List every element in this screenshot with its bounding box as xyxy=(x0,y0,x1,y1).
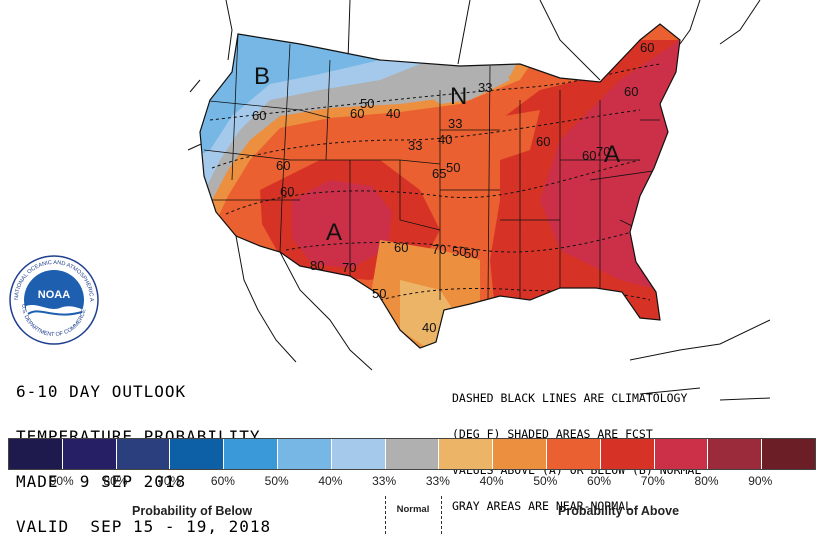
contour-label: 33 xyxy=(478,80,492,95)
above-caption: Probability of Above xyxy=(558,504,680,518)
legend-label: 33% xyxy=(372,474,397,488)
contour-label: 40 xyxy=(386,106,400,121)
contour-label: 50 xyxy=(360,96,374,111)
legend-label: 50% xyxy=(533,474,558,488)
legend-swatch xyxy=(62,439,117,469)
contour-label: 40 xyxy=(422,320,436,335)
contour-label: 33 xyxy=(408,138,422,153)
contour-label: 40 xyxy=(438,132,452,147)
legend-swatch xyxy=(331,439,386,469)
made-date: MADE 9 SEP 2018 xyxy=(16,472,187,491)
legend-divider xyxy=(441,496,442,534)
contour-label: 33 xyxy=(448,116,462,131)
contour-label: 60 xyxy=(640,40,654,55)
legend-swatch xyxy=(116,439,171,469)
legend-swatch xyxy=(277,439,332,469)
temperature-outlook-map: 60 60 60 60 50 40 33 50 33 40 50 60 40 7… xyxy=(187,0,771,401)
legend-label: 70% xyxy=(640,474,665,488)
legend-label: 70% xyxy=(157,474,182,488)
contour-label: 60 xyxy=(394,240,408,255)
climatology-contours xyxy=(209,63,661,301)
region-markers: B N A A xyxy=(254,63,620,246)
outlook-title-block: 6-10 DAY OUTLOOK TEMPERATURE PROBABILITY… xyxy=(16,354,271,549)
contour-labels: 60 60 60 60 50 40 33 50 33 40 50 60 40 7… xyxy=(252,40,654,335)
legend-swatch xyxy=(224,439,278,469)
legend-swatch xyxy=(385,439,440,469)
contour-label: 50 xyxy=(372,286,386,301)
contour-label: 65 xyxy=(432,166,446,181)
legend-swatch xyxy=(654,439,709,469)
legend-label: 60% xyxy=(587,474,612,488)
contour-label: 60 xyxy=(582,148,596,163)
above-marker: A xyxy=(604,141,620,168)
geography-outlines xyxy=(187,0,771,401)
legend-label: 80% xyxy=(694,474,719,488)
legend-label: 60% xyxy=(210,474,235,488)
legend-label: 90% xyxy=(748,474,773,488)
legend-label: 40% xyxy=(479,474,504,488)
above-marker: A xyxy=(326,219,342,246)
near-normal-marker: N xyxy=(450,83,467,110)
legend-swatch xyxy=(762,439,815,469)
legend-divider xyxy=(385,496,386,534)
contour-label: 70 xyxy=(596,144,610,159)
legend-label: 50% xyxy=(264,474,289,488)
note-line: GRAY AREAS ARE NEAR-NORMAL xyxy=(452,499,633,513)
valid-dates: VALID SEP 15 - 19, 2018 xyxy=(16,517,272,536)
below-caption: Probability of Below xyxy=(132,504,253,518)
note-line: DASHED BLACK LINES ARE CLIMATOLOGY xyxy=(452,391,688,405)
contour-label: 80 xyxy=(310,258,324,273)
contour-label: 50 xyxy=(464,246,478,261)
legend-label: 80% xyxy=(103,474,128,488)
contour-label: 50 xyxy=(452,244,466,259)
normal-caption: Normal xyxy=(396,504,430,515)
legend-label: 33% xyxy=(425,474,450,488)
contour-label: 60 xyxy=(624,84,638,99)
noaa-logo-name: NOAA xyxy=(38,289,70,301)
legend-swatch xyxy=(493,439,547,469)
legend-swatch xyxy=(170,439,225,469)
legend-label: 40% xyxy=(318,474,343,488)
contour-label: 70 xyxy=(342,260,356,275)
legend-swatch xyxy=(600,439,655,469)
legend-swatch xyxy=(708,439,763,469)
contour-label: 60 xyxy=(536,134,550,149)
legend-swatch xyxy=(439,439,494,469)
note-line: (DEG F) SHADED AREAS ARE FCST xyxy=(452,427,653,441)
legend-label: 90% xyxy=(49,474,74,488)
legend-labels: 90% 80% 70% 60% 50% 40% 33% 33% 40% 50% 60% 70% 80% 9… xyxy=(8,474,814,492)
contour-label: 70 xyxy=(432,242,446,257)
contour-label: 50 xyxy=(446,160,460,175)
legend-swatch xyxy=(546,439,601,469)
contour-label: 60 xyxy=(280,184,294,199)
below-marker: B xyxy=(254,63,270,90)
contour-label: 60 xyxy=(276,158,290,173)
noaa-logo: NOAA NATIONAL OCEANIC AND ATMOSPHERIC AD… xyxy=(8,254,99,345)
legend-color-bar xyxy=(8,438,816,470)
contour-label: 60 xyxy=(252,108,266,123)
legend-swatch xyxy=(9,439,63,469)
contour-label: 60 xyxy=(350,106,364,121)
us-outline xyxy=(199,23,681,349)
outlook-title: 6-10 DAY OUTLOOK xyxy=(16,382,187,401)
